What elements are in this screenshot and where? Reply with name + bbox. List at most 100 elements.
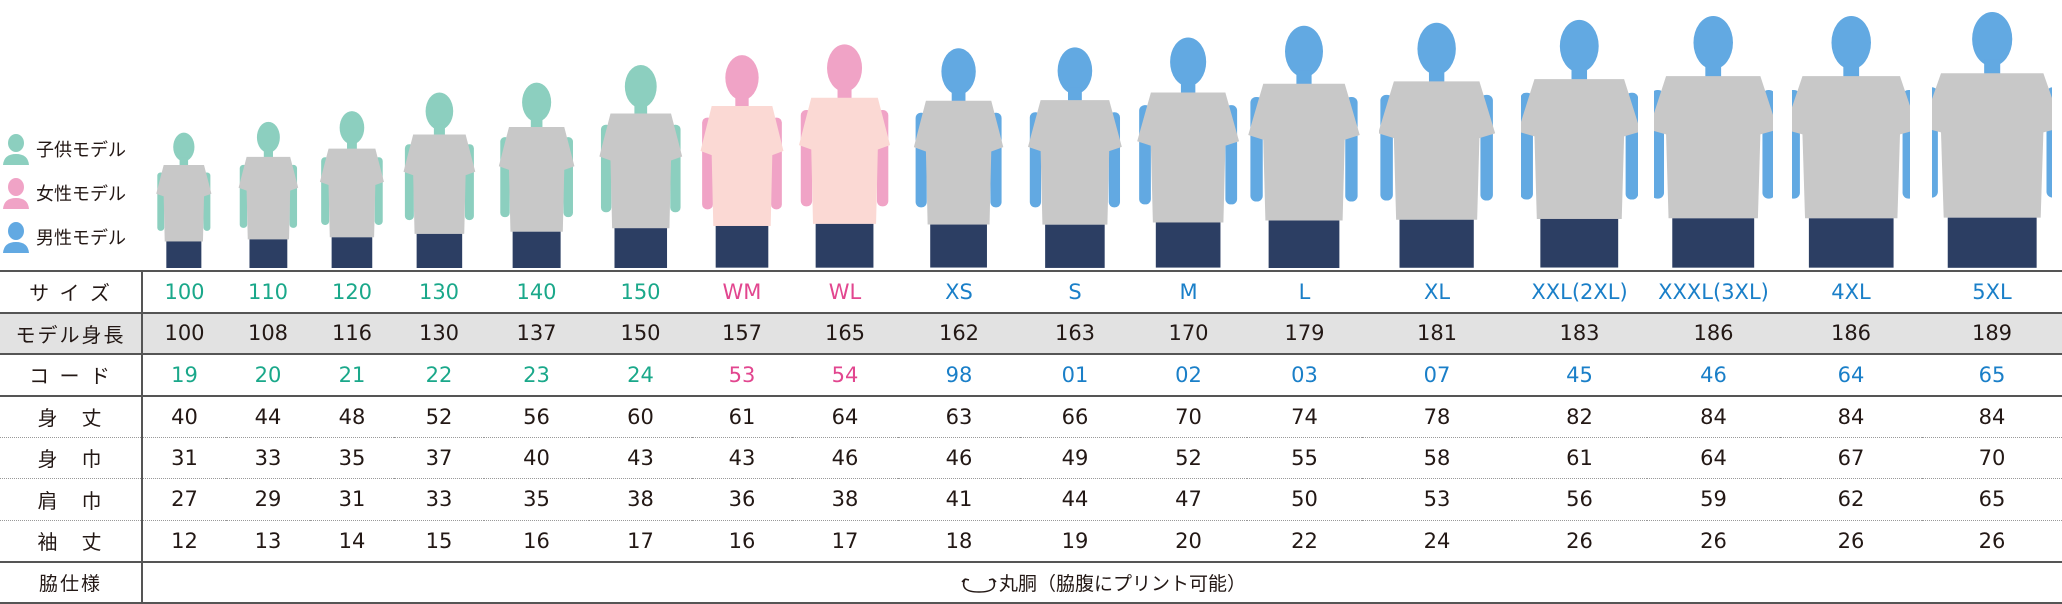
- cell-height: 183: [1512, 312, 1647, 355]
- cell-height: 163: [1020, 312, 1130, 355]
- cell-shoulder: 35: [484, 478, 589, 521]
- model-figure: [1379, 23, 1495, 268]
- side-spec: 丸胴（脇腹にプリント可能）: [142, 561, 2062, 604]
- legend-item: 女性モデル: [2, 177, 126, 209]
- cell-sleeve: 24: [1362, 520, 1512, 563]
- table-row: 肩 巾 27 29 31 33 35 38 36 38 41 44 47 50 53 56 59 62 65: [0, 478, 2062, 521]
- cell-height: 108: [226, 312, 310, 355]
- cell-code: 21: [310, 354, 394, 397]
- cell-height: 179: [1247, 312, 1362, 355]
- model-figure: [599, 64, 682, 268]
- cell-code: 98: [898, 354, 1020, 397]
- cell-height: 130: [394, 312, 484, 355]
- cell-sleeve: 19: [1020, 520, 1130, 563]
- model-figure: [1791, 16, 1911, 268]
- cell-shoulder: 31: [310, 478, 394, 521]
- cell-height: 150: [589, 312, 692, 355]
- cell-width: 31: [142, 437, 226, 479]
- cell-sleeve: 18: [898, 520, 1020, 563]
- person-icon: [3, 134, 29, 165]
- cell-width: 49: [1020, 437, 1130, 479]
- row-label: 脇仕様: [0, 561, 143, 604]
- cell-size: 140: [484, 271, 589, 314]
- cell-height: 165: [792, 312, 898, 355]
- cell-size: 130: [394, 271, 484, 314]
- cell-shoulder: 65: [1922, 478, 2062, 521]
- cell-shoulder: 47: [1130, 478, 1247, 521]
- cell-height: 189: [1922, 312, 2062, 355]
- cell-sleeve: 26: [1780, 520, 1922, 563]
- legend-label: 男性モデル: [36, 228, 126, 249]
- cell-size: XXL(2XL): [1512, 271, 1647, 314]
- legend-item: 男性モデル: [2, 221, 126, 253]
- cell-length: 64: [792, 395, 898, 438]
- table-row: モデル身長 100 108 116 130 137 150 157 165 162 163 170 17…: [0, 312, 2062, 355]
- cell-sleeve: 26: [1647, 520, 1780, 563]
- cell-width: 52: [1130, 437, 1247, 479]
- model-figure: [403, 92, 475, 268]
- cell-size: WM: [692, 271, 792, 314]
- cell-shoulder: 38: [792, 478, 898, 521]
- cell-width: 43: [692, 437, 792, 479]
- model-figure: [1931, 12, 2053, 268]
- legend-label: 女性モデル: [36, 184, 126, 205]
- cell-length: 60: [589, 395, 692, 438]
- cell-shoulder: 29: [226, 478, 310, 521]
- cell-length: 44: [226, 395, 310, 438]
- cell-length: 84: [1780, 395, 1922, 438]
- cell-length: 61: [692, 395, 792, 438]
- cell-length: 48: [310, 395, 394, 438]
- legend-item: 子供モデル: [2, 133, 126, 165]
- cell-height: 100: [142, 312, 226, 355]
- cell-sleeve: 17: [792, 520, 898, 563]
- cell-length: 66: [1020, 395, 1130, 438]
- model-figure: [1248, 25, 1361, 268]
- person-icon: [3, 222, 29, 253]
- cell-width: 33: [226, 437, 310, 479]
- cell-length: 52: [394, 395, 484, 438]
- cell-sleeve: 16: [692, 520, 792, 563]
- row-label: 身 巾: [0, 437, 143, 479]
- cell-code: 64: [1780, 354, 1922, 397]
- table-row: 袖 丈 12 13 14 15 16 17 16 17 18 19 20 22 24 26 26 26 26: [0, 520, 2062, 563]
- cell-sleeve: 26: [1512, 520, 1647, 563]
- model-figure: [1654, 16, 1773, 268]
- cell-code: 02: [1130, 354, 1247, 397]
- model-figures: [0, 0, 2062, 270]
- cell-length: 63: [898, 395, 1020, 438]
- row-label: 袖 丈: [0, 520, 143, 563]
- person-icon: [3, 178, 29, 209]
- cell-shoulder: 36: [692, 478, 792, 521]
- cell-width: 40: [484, 437, 589, 479]
- cell-sleeve: 26: [1922, 520, 2062, 563]
- row-label: サ イ ズ: [0, 271, 143, 314]
- model-figure: [1137, 37, 1240, 268]
- cell-size: XS: [898, 271, 1020, 314]
- cell-width: 46: [898, 437, 1020, 479]
- cell-sleeve: 15: [394, 520, 484, 563]
- round-body-arrows-icon: [961, 578, 997, 594]
- cell-sleeve: 22: [1247, 520, 1362, 563]
- cell-width: 46: [792, 437, 898, 479]
- cell-code: 19: [142, 354, 226, 397]
- cell-length: 84: [1922, 395, 2062, 438]
- model-figure: [238, 121, 298, 268]
- cell-width: 70: [1922, 437, 2062, 479]
- cell-sleeve: 14: [310, 520, 394, 563]
- cell-length: 40: [142, 395, 226, 438]
- cell-size: M: [1130, 271, 1247, 314]
- cell-size: S: [1020, 271, 1130, 314]
- cell-size: L: [1247, 271, 1362, 314]
- table-row: 身 丈 40 44 48 52 56 60 61 64 63 66 70 74 78 82 84 84 84: [0, 395, 2062, 438]
- cell-code: 01: [1020, 354, 1130, 397]
- cell-size: 100: [142, 271, 226, 314]
- cell-length: 82: [1512, 395, 1647, 438]
- cell-sleeve: 12: [142, 520, 226, 563]
- cell-width: 55: [1247, 437, 1362, 479]
- cell-shoulder: 59: [1647, 478, 1780, 521]
- cell-length: 84: [1647, 395, 1780, 438]
- cell-size: 120: [310, 271, 394, 314]
- cell-sleeve: 16: [484, 520, 589, 563]
- legend-label: 子供モデル: [36, 140, 126, 161]
- cell-shoulder: 33: [394, 478, 484, 521]
